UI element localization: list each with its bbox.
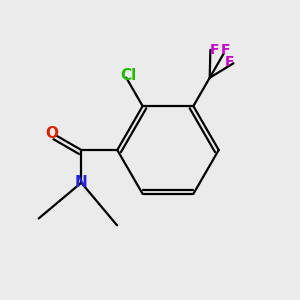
Text: Cl: Cl [120, 68, 136, 83]
Text: O: O [45, 126, 58, 141]
Text: N: N [75, 175, 88, 190]
Text: F: F [220, 44, 230, 57]
Text: F: F [225, 55, 234, 69]
Text: F: F [209, 43, 219, 57]
